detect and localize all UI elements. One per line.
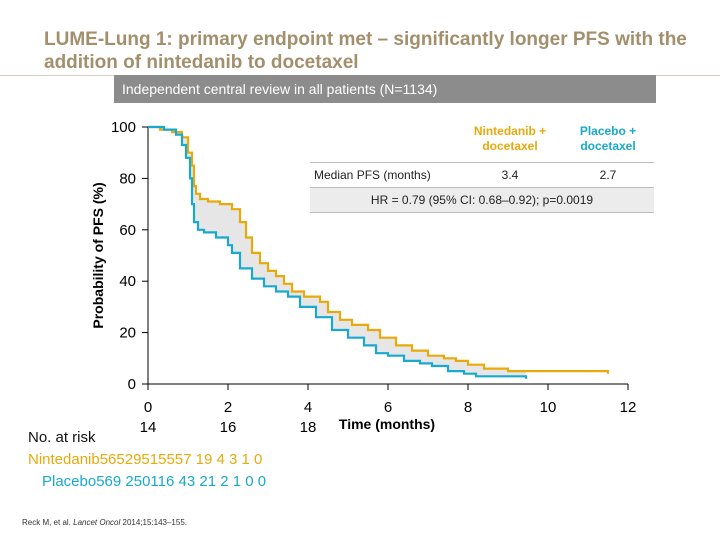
x-tick-label-second-row: 16 (220, 419, 237, 436)
y-tick-label: 60 (119, 222, 136, 239)
at-risk-table: No. at risk Nintedanib56529515557 19 4 3… (28, 427, 266, 493)
x-tick-label: 10 (540, 399, 557, 416)
placebo-median: 2.7 (599, 168, 617, 182)
hazard-ratio: HR = 0.79 (95% CI: 0.68–0.92); p=0.0019 (310, 187, 654, 213)
citation: Reck M, et al. Lancet Oncol 2014;15:143–… (22, 518, 187, 527)
population-banner: Independent central review in all patien… (114, 75, 656, 103)
x-tick-label: 8 (464, 399, 472, 416)
slide-title: LUME-Lung 1: primary endpoint met – sign… (44, 29, 687, 73)
citation-suffix: 2014;15:143–155. (120, 518, 187, 527)
stats-header-row: Nintedanib + docetaxel Placebo + docetax… (310, 124, 654, 162)
nintedanib-curve (148, 125, 610, 374)
x-tick-label: 0 (144, 399, 152, 416)
x-tick-label: 12 (620, 399, 637, 416)
x-tick-label: 2 (224, 399, 232, 416)
at-risk-placebo: Placebo569 250116 43 21 2 1 0 0 (42, 473, 267, 490)
y-tick-label: 40 (119, 273, 136, 290)
stats-median-row: Median PFS (months) 3.4 2.7 (310, 162, 654, 187)
stats-row-label: Median PFS (months) (314, 168, 431, 182)
y-tick-label: 80 (119, 170, 136, 187)
citation-journal: Lancet Oncol (73, 518, 121, 527)
x-tick-label: 6 (384, 399, 392, 416)
y-axis-label: Probability of PFS (%) (90, 182, 106, 328)
x-tick-label-second-row: 18 (300, 419, 317, 436)
citation-prefix: Reck M, et al. (22, 518, 74, 527)
y-tick-label: 0 (128, 376, 136, 393)
nintedanib-median: 3.4 (501, 168, 519, 182)
difference-band (148, 127, 526, 379)
at-risk-title: No. at risk (28, 429, 96, 446)
x-axis-label: Time (months) (339, 416, 435, 432)
stats-col-placebo: Placebo + docetaxel (579, 124, 637, 153)
placebo-curve (148, 125, 528, 379)
x-tick-label: 4 (304, 399, 312, 416)
y-tick-label: 20 (119, 325, 136, 342)
at-risk-nintedanib: Nintedanib56529515557 19 4 3 1 0 (28, 451, 263, 468)
x-tick-label-second-row: 14 (140, 419, 157, 436)
y-tick-label: 100 (111, 119, 136, 136)
stats-col-nintedanib: Nintedanib + docetaxel (473, 124, 547, 153)
stats-table: Nintedanib + docetaxel Placebo + docetax… (310, 124, 654, 213)
